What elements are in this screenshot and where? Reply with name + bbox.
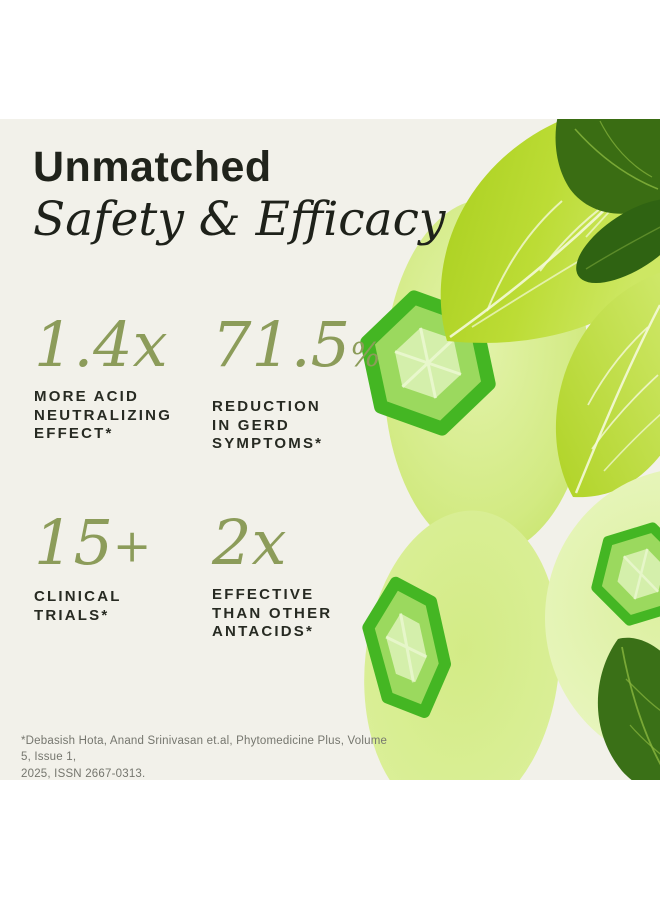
stat-label: MORE ACID NEUTRALIZING EFFECT* xyxy=(34,388,173,442)
stat-value: 15+ xyxy=(34,512,219,575)
card-content: Unmatched Safety & Efficacy 1.4x MORE AC… xyxy=(0,119,660,780)
page-title: Unmatched xyxy=(33,143,272,191)
citation-footnote: *Debasish Hota, Anand Srinivasan et.al, … xyxy=(21,735,388,780)
stat-number: 71.5 xyxy=(212,308,351,381)
stat-value: 2x xyxy=(212,512,397,574)
stat-suffix: % xyxy=(350,336,381,374)
stat-suffix: + xyxy=(112,518,152,573)
stat-gerd-reduction: 71.5% REDUCTION IN GERD SYMPTOMS* xyxy=(212,314,397,454)
info-card: Unmatched Safety & Efficacy 1.4x MORE AC… xyxy=(0,119,660,780)
stat-label: CLINICAL TRIALS* xyxy=(34,588,122,624)
stat-suffix: x xyxy=(132,308,168,381)
stat-value: 1.4x xyxy=(34,314,219,376)
stat-suffix: x xyxy=(251,506,287,579)
stat-value: 71.5% xyxy=(212,314,397,385)
stat-acid-neutralizing: 1.4x MORE ACID NEUTRALIZING EFFECT* xyxy=(34,314,219,444)
page-subtitle: Safety & Efficacy xyxy=(33,192,446,247)
stat-number: 1.4 xyxy=(34,308,133,381)
stat-label: REDUCTION IN GERD SYMPTOMS* xyxy=(212,398,324,452)
stat-effectiveness: 2x EFFECTIVE THAN OTHER ANTACIDS* xyxy=(212,512,397,642)
stat-label: EFFECTIVE THAN OTHER ANTACIDS* xyxy=(212,586,333,640)
stat-number: 15 xyxy=(34,506,113,579)
stat-number: 2 xyxy=(212,506,252,579)
stat-clinical-trials: 15+ CLINICAL TRIALS* xyxy=(34,512,219,625)
